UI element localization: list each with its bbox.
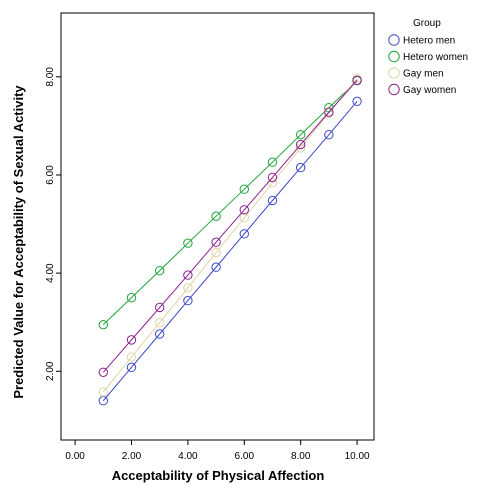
legend-marker-icon: [388, 34, 400, 46]
legend-marker-icon: [388, 67, 400, 79]
series-line: [102, 101, 358, 402]
legend-title: Group: [413, 18, 441, 29]
legend-marker-icon: [388, 50, 400, 63]
data-point: [154, 317, 165, 328]
data-point: [267, 157, 278, 167]
data-point: [324, 107, 334, 117]
legend-label: Hetero men: [403, 36, 455, 47]
data-point: [352, 75, 362, 85]
y-axis-title: Predicted Value for Acceptability of Sex…: [11, 85, 26, 399]
data-point: [211, 237, 221, 247]
data-point: [211, 211, 221, 221]
data-point: [126, 335, 137, 345]
series-line: [102, 77, 358, 393]
data-point: [352, 96, 362, 107]
data-point: [267, 172, 278, 183]
data-point: [239, 229, 249, 239]
x-tick-label: 0.00: [65, 451, 85, 462]
legend-label: Hetero women: [403, 52, 468, 63]
series-line: [102, 79, 358, 373]
data-point: [126, 362, 137, 373]
data-point: [295, 139, 306, 150]
y-tick-label: 8.00: [45, 67, 56, 87]
x-tick-label: 10.00: [345, 451, 370, 462]
data-point: [98, 319, 108, 330]
data-point: [154, 302, 165, 313]
legend: Group Hetero men Hetero women Gay men Gay w…: [388, 18, 468, 96]
data-point: [183, 238, 193, 248]
y-tick-label: 2.00: [45, 361, 56, 381]
data-point: [183, 283, 193, 293]
data-point: [183, 270, 193, 280]
data-point: [295, 130, 306, 140]
y-tick-label: 4.00: [45, 263, 56, 283]
data-point: [126, 292, 137, 303]
plot-area: 0.00 2.00 4.00 6.00 8.00 10.00 2.00 4.00 6.00 8.0…: [45, 12, 375, 462]
data-point: [183, 295, 193, 306]
x-axis-title: Acceptability of Physical Affection: [112, 468, 325, 483]
data-point: [126, 352, 137, 362]
legend-label: Gay men: [403, 69, 444, 80]
x-tick-label: 6.00: [235, 451, 255, 462]
data-point: [267, 195, 278, 206]
x-tick-label: 2.00: [122, 451, 142, 462]
data-point: [154, 329, 165, 339]
data-point: [211, 247, 221, 258]
data-point: [239, 212, 249, 223]
legend-marker-icon: [388, 83, 400, 96]
data-point: [239, 205, 249, 215]
data-point: [295, 162, 306, 173]
data-point: [98, 367, 108, 377]
data-point: [239, 184, 249, 194]
y-tick-label: 6.00: [45, 165, 56, 185]
data-point: [295, 143, 306, 153]
plot-frame: [60, 12, 375, 441]
data-point: [324, 130, 334, 140]
data-point: [211, 262, 221, 272]
series-line: [102, 80, 358, 326]
data-point: [154, 265, 165, 276]
x-tick-label: 8.00: [291, 451, 311, 462]
data-point: [98, 387, 108, 397]
legend-label: Gay women: [403, 85, 456, 96]
x-tick-label: 4.00: [178, 451, 198, 462]
